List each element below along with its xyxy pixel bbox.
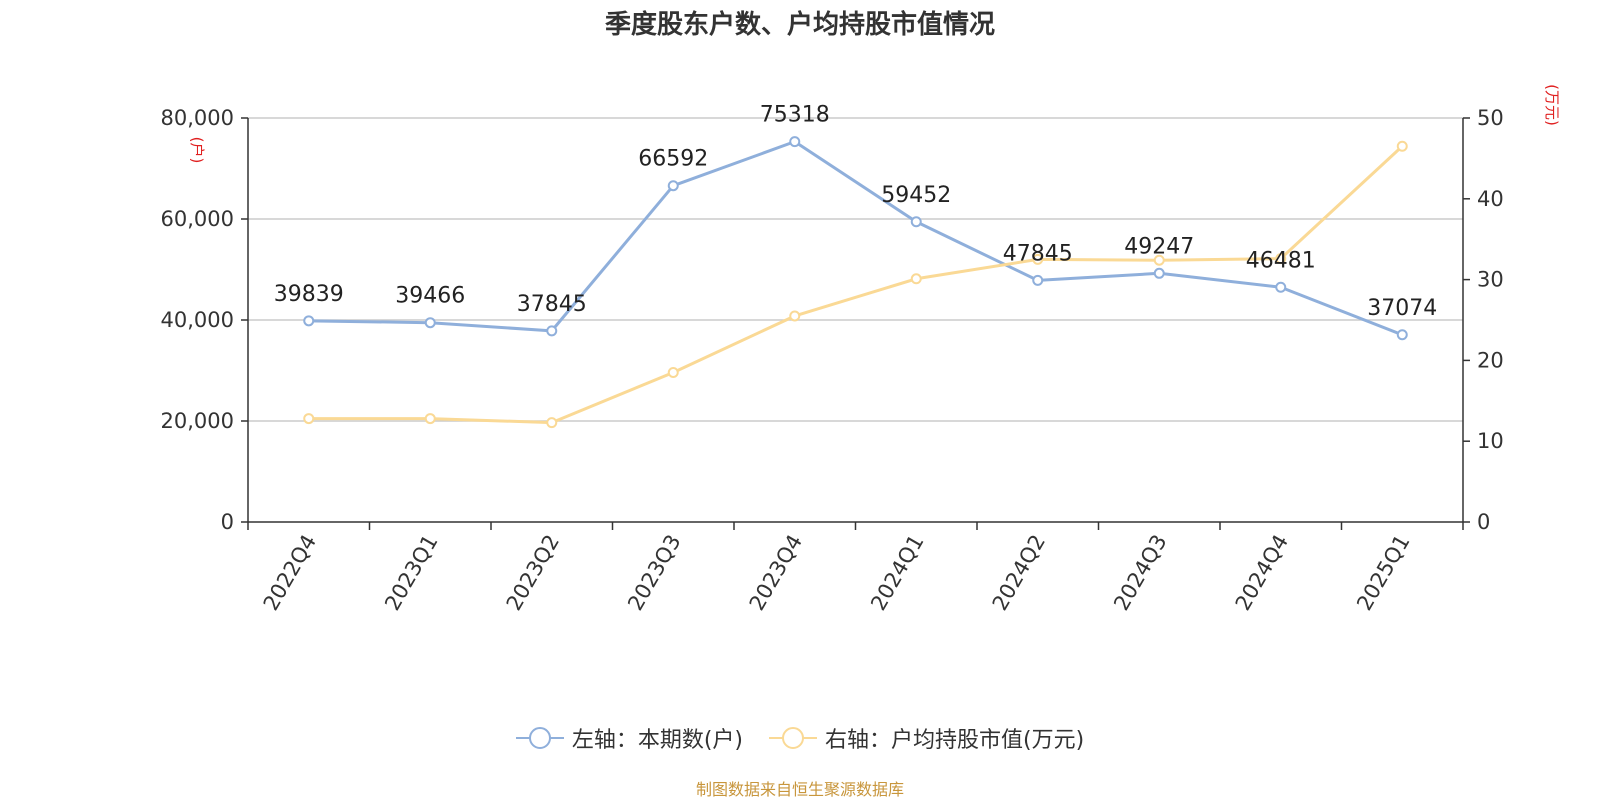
data-point-right	[303, 413, 315, 425]
series-line-left	[308, 140, 1403, 337]
x-tick-label: 2024Q4	[1231, 531, 1293, 615]
y-left-tick-label: 0	[221, 510, 234, 534]
data-label: 37845	[517, 292, 587, 317]
legend-marker-yellow-icon	[769, 727, 817, 749]
data-point-right	[1396, 140, 1408, 152]
legend-label-right-series: 右轴：户均持股市值(万元)	[825, 728, 1085, 753]
legend-item-left-series[interactable]: 左轴：本期数(户)	[515, 722, 743, 754]
x-tick-label: 2024Q2	[988, 531, 1050, 615]
y-left-tick-label: 80,000	[161, 106, 234, 130]
x-tick-label: 2023Q4	[745, 531, 807, 615]
y-left-tick-label: 60,000	[161, 207, 234, 231]
data-point-left	[789, 136, 801, 148]
chart-title: 季度股东户数、户均持股市值情况	[604, 10, 995, 40]
data-point-right	[424, 413, 436, 425]
y-right-tick-label: 0	[1477, 510, 1490, 534]
series-line-right	[308, 145, 1404, 425]
y-left-tick-label: 40,000	[161, 308, 234, 332]
data-label: 39839	[274, 282, 344, 307]
chart-legend: 左轴：本期数(户) 右轴：户均持股市值(万元)	[0, 722, 1600, 754]
data-point-left	[546, 325, 558, 337]
x-tick-label: 2023Q1	[380, 531, 442, 615]
x-tick-label: 2023Q3	[623, 531, 685, 615]
x-tick-label: 2023Q2	[502, 531, 564, 615]
x-tick-label: 2025Q1	[1352, 531, 1414, 615]
x-tick-label: 2024Q3	[1109, 531, 1171, 615]
y-left-tick-label: 20,000	[161, 409, 234, 433]
data-point-right	[1153, 254, 1165, 266]
data-point-left	[1153, 267, 1165, 279]
legend-label-left-series: 左轴：本期数(户)	[571, 728, 743, 753]
x-tick-label: 2022Q4	[259, 531, 321, 615]
data-label: 47845	[1003, 241, 1073, 266]
y-right-tick-label: 40	[1477, 187, 1504, 211]
data-point-right	[667, 367, 679, 379]
data-point-right	[1032, 253, 1044, 265]
data-point-right	[789, 310, 801, 322]
data-point-right	[546, 417, 558, 429]
data-source-note: 制图数据来自恒生聚源数据库	[695, 780, 904, 799]
x-tick-label: 2024Q1	[866, 531, 928, 615]
y-right-tick-label: 10	[1477, 429, 1504, 453]
y-right-tick-label: 20	[1477, 348, 1504, 372]
legend-item-right-series[interactable]: 右轴：户均持股市值(万元)	[769, 722, 1084, 754]
data-point-left	[303, 315, 315, 327]
data-label: 37074	[1367, 296, 1437, 321]
data-label: 66592	[638, 147, 708, 172]
data-point-left	[1275, 281, 1287, 293]
data-label: 46481	[1246, 248, 1316, 273]
legend-marker-blue-icon	[515, 727, 564, 749]
data-point-right	[910, 273, 922, 285]
data-point-left	[667, 180, 679, 192]
data-point-left	[1032, 274, 1044, 286]
data-point-left	[424, 317, 436, 329]
data-label: 59452	[881, 183, 951, 208]
data-label: 39466	[395, 284, 465, 309]
y-right-unit-label: (万元)	[1543, 84, 1561, 126]
y-right-tick-label: 50	[1477, 106, 1504, 130]
data-point-left	[1396, 329, 1408, 341]
y-left-unit-label: (户)	[188, 137, 206, 164]
data-label: 75318	[760, 103, 830, 128]
y-right-tick-label: 30	[1477, 268, 1504, 292]
data-label: 49247	[1124, 234, 1194, 259]
data-point-right	[1275, 253, 1287, 265]
data-point-left	[910, 216, 922, 228]
